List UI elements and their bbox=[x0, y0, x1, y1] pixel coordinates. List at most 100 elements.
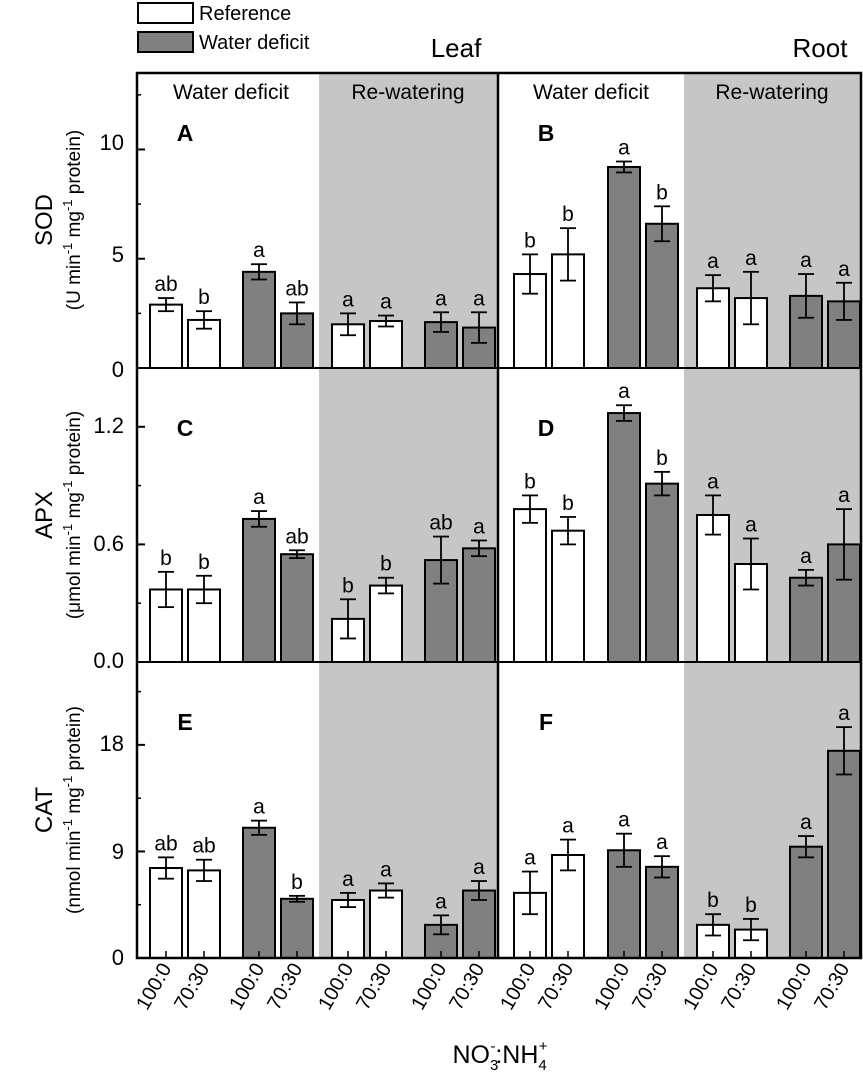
y-unit-sod-text: (U min-1 mg-1 protein) bbox=[60, 130, 85, 310]
bar-e-1 bbox=[187, 869, 221, 959]
sig-letter-c-3: ab bbox=[285, 525, 308, 548]
y-unit-sod: (U min-1 mg-1 protein) bbox=[60, 130, 85, 310]
bar-c-3 bbox=[280, 553, 314, 664]
sig-letter-e-2: a bbox=[253, 796, 265, 819]
y-title-sod-name: SOD bbox=[31, 194, 58, 246]
bar-e-4 bbox=[331, 898, 365, 960]
sig-letter-e-4: a bbox=[342, 868, 354, 891]
ytick-sod-1: 5 bbox=[112, 242, 124, 267]
sig-letter-c-4: b bbox=[342, 574, 354, 597]
bar-d-1 bbox=[551, 529, 585, 663]
sig-letter-c-0: b bbox=[160, 547, 172, 570]
bar-c-2 bbox=[242, 517, 276, 663]
column-title-root: Root bbox=[793, 33, 849, 63]
sig-letter-c-7: a bbox=[473, 515, 485, 538]
panel-letter-d: D bbox=[538, 415, 555, 441]
sig-letter-d-6: a bbox=[800, 545, 812, 568]
bar-c-7 bbox=[462, 547, 496, 664]
sig-letter-c-2: a bbox=[253, 486, 265, 509]
sig-letter-f-6: a bbox=[800, 811, 812, 834]
bar-d-4 bbox=[696, 514, 730, 663]
xtick-label-14: 100:0 bbox=[772, 960, 816, 1014]
period-label-leaf-deficit: Water deficit bbox=[173, 81, 289, 104]
xtick-label-3: 70:30 bbox=[263, 960, 307, 1014]
period-label-root-rewatering: Re-watering bbox=[715, 81, 828, 104]
xtick-label-5: 70:30 bbox=[352, 960, 396, 1014]
sig-letter-d-3: b bbox=[656, 447, 668, 470]
panel-letter-c: C bbox=[177, 415, 194, 441]
y-unit-apx: (μmol min-1 mg-1 protein) bbox=[60, 411, 85, 619]
panel-letter-e: E bbox=[177, 709, 192, 735]
xtick-label-12: 100:0 bbox=[679, 960, 723, 1014]
sig-letter-a-4: a bbox=[342, 288, 354, 311]
bar-f-6 bbox=[789, 845, 823, 959]
bar-f-7 bbox=[827, 749, 861, 959]
xtick-label-7: 70:30 bbox=[445, 960, 489, 1014]
y-title-sod: SOD bbox=[31, 194, 58, 246]
ytick-cat-2: 18 bbox=[100, 731, 124, 756]
xtick-label-13: 70:30 bbox=[717, 960, 761, 1014]
period-label-root-deficit: Water deficit bbox=[533, 81, 649, 104]
column-title-leaf: Leaf bbox=[431, 33, 482, 63]
sig-letter-c-5: b bbox=[380, 553, 392, 576]
sig-letter-a-5: a bbox=[380, 291, 392, 314]
legend: Reference Water deficit bbox=[137, 2, 310, 54]
sig-letter-f-7: a bbox=[838, 702, 850, 725]
sig-letter-c-6: ab bbox=[429, 512, 452, 535]
sig-letter-d-0: b bbox=[524, 470, 536, 493]
y-title-cat-name: CAT bbox=[31, 787, 58, 834]
sig-letter-b-4: a bbox=[707, 250, 719, 273]
xtick-label-11: 70:30 bbox=[628, 960, 672, 1014]
bar-d-0 bbox=[513, 508, 547, 663]
bar-a-0 bbox=[149, 303, 183, 370]
xtick-label-10: 100:0 bbox=[590, 960, 634, 1014]
bar-c-5 bbox=[369, 584, 403, 663]
xtick-label-15: 70:30 bbox=[810, 960, 854, 1014]
panel-letter-b: B bbox=[538, 120, 555, 146]
rewater-shade-leaf bbox=[319, 73, 497, 958]
sig-letter-a-2: a bbox=[253, 239, 265, 262]
bar-b-3 bbox=[645, 222, 679, 369]
sig-letter-b-1: b bbox=[562, 203, 574, 226]
panel-letter-f: F bbox=[539, 709, 553, 735]
bar-e-0 bbox=[149, 867, 183, 959]
sig-letter-b-5: a bbox=[745, 247, 757, 270]
legend-label-reference: Reference bbox=[199, 3, 291, 25]
legend-label-deficit: Water deficit bbox=[199, 32, 310, 54]
sig-letter-f-2: a bbox=[618, 809, 630, 832]
bar-a-2 bbox=[242, 270, 276, 369]
xtick-label-1: 70:30 bbox=[170, 960, 214, 1014]
bar-e-3 bbox=[280, 897, 314, 959]
sig-letter-f-3: a bbox=[656, 831, 668, 854]
bar-f-1 bbox=[551, 853, 585, 960]
sig-letter-b-0: b bbox=[524, 229, 536, 252]
sig-letter-a-3: ab bbox=[285, 277, 308, 300]
sig-letter-f-4: b bbox=[707, 889, 719, 912]
sig-letter-f-0: a bbox=[524, 847, 536, 870]
sig-letter-d-7: a bbox=[838, 484, 850, 507]
sig-letter-a-7: a bbox=[473, 287, 485, 310]
sig-letter-e-0: ab bbox=[154, 832, 177, 855]
bar-e-2 bbox=[242, 826, 276, 960]
sig-letter-f-1: a bbox=[562, 815, 574, 838]
bar-f-3 bbox=[645, 865, 679, 959]
period-label-leaf-rewatering: Re-watering bbox=[351, 81, 464, 104]
sig-letter-e-5: a bbox=[380, 858, 392, 881]
sig-letter-d-1: b bbox=[562, 492, 574, 515]
sig-letter-e-1: ab bbox=[192, 835, 215, 858]
bar-d-6 bbox=[789, 576, 823, 663]
y-unit-cat-text: (nmol min-1 mg-1 protein) bbox=[60, 706, 85, 914]
xtick-label-8: 100:0 bbox=[496, 960, 540, 1014]
sig-letter-e-6: a bbox=[435, 890, 447, 913]
legend-swatch-deficit bbox=[137, 31, 194, 53]
sig-letter-d-5: a bbox=[745, 514, 757, 537]
sig-letter-f-5: b bbox=[745, 894, 757, 917]
xtick-label-0: 100:0 bbox=[132, 960, 176, 1014]
sig-letter-a-0: ab bbox=[154, 273, 177, 296]
sig-letter-b-7: a bbox=[838, 258, 850, 281]
sig-letter-b-2: a bbox=[618, 137, 630, 160]
xtick-label-6: 100:0 bbox=[407, 960, 451, 1014]
bar-b-2 bbox=[607, 165, 641, 369]
ytick-cat-0: 0 bbox=[112, 945, 124, 970]
